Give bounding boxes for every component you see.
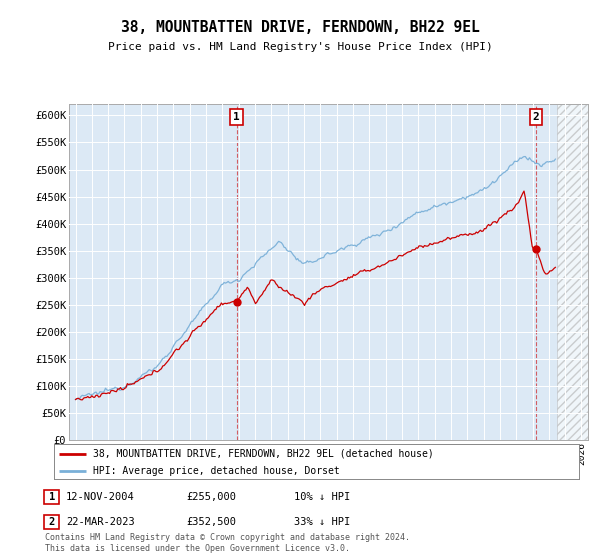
Text: Contains HM Land Registry data © Crown copyright and database right 2024.
This d: Contains HM Land Registry data © Crown c… [45, 533, 410, 553]
Text: 38, MOUNTBATTEN DRIVE, FERNDOWN, BH22 9EL (detached house): 38, MOUNTBATTEN DRIVE, FERNDOWN, BH22 9E… [94, 449, 434, 459]
Text: 22-MAR-2023: 22-MAR-2023 [66, 517, 135, 527]
Text: 2: 2 [533, 112, 539, 122]
Text: 33% ↓ HPI: 33% ↓ HPI [294, 517, 350, 527]
Text: 1: 1 [49, 492, 55, 502]
Text: Price paid vs. HM Land Registry's House Price Index (HPI): Price paid vs. HM Land Registry's House … [107, 42, 493, 52]
Text: 10% ↓ HPI: 10% ↓ HPI [294, 492, 350, 502]
Text: 38, MOUNTBATTEN DRIVE, FERNDOWN, BH22 9EL: 38, MOUNTBATTEN DRIVE, FERNDOWN, BH22 9E… [121, 20, 479, 35]
Bar [557, 104, 588, 440]
Text: 12-NOV-2004: 12-NOV-2004 [66, 492, 135, 502]
Text: 2: 2 [49, 517, 55, 527]
Text: £255,000: £255,000 [186, 492, 236, 502]
Text: £352,500: £352,500 [186, 517, 236, 527]
Text: HPI: Average price, detached house, Dorset: HPI: Average price, detached house, Dors… [94, 466, 340, 476]
Text: 1: 1 [233, 112, 240, 122]
